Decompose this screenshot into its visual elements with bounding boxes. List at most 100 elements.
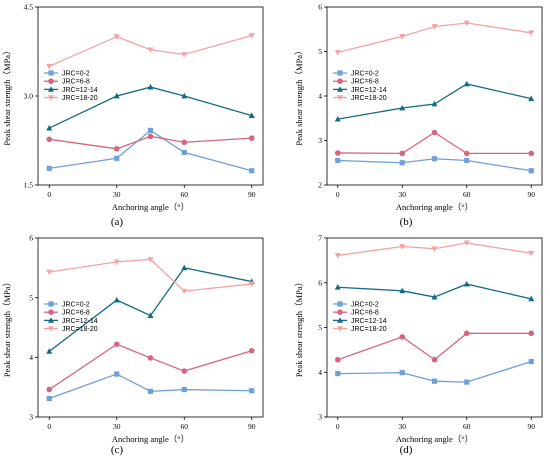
data-point <box>399 160 405 166</box>
x-tick-label: 60 <box>181 190 189 199</box>
data-point <box>113 146 120 152</box>
data-point <box>147 133 154 140</box>
x-tick-label: 90 <box>248 190 256 199</box>
data-point <box>46 395 52 402</box>
data-point <box>528 250 535 257</box>
data-point <box>181 149 187 155</box>
legend-label: JRC=12-14 <box>351 318 387 325</box>
legend-label: JRC=0-2 <box>62 302 90 309</box>
x-tick-label: 90 <box>248 422 256 431</box>
x-tick-label: 30 <box>113 422 121 431</box>
series-line <box>48 343 252 391</box>
y-tick-label: 4.5 <box>24 3 34 12</box>
data-point <box>147 312 154 318</box>
chart-panel-3: 0 30 60 90 3 4 5 6 Anchoring angle（°） Peak shear … <box>2 234 264 456</box>
data-point <box>181 92 188 99</box>
data-point <box>399 370 405 376</box>
panel-label: (d) <box>400 444 413 456</box>
x-tick-label: 30 <box>113 190 121 199</box>
x-tick-label: 30 <box>399 190 407 199</box>
legend-label: JRC=18-20 <box>351 95 387 102</box>
y-tick-label: 4 <box>318 92 322 101</box>
data-point <box>464 379 470 385</box>
data-point <box>46 136 53 143</box>
data-point <box>147 355 154 361</box>
legend-marker <box>337 70 343 76</box>
data-point <box>399 150 406 157</box>
y-axis-label: Peak shear strength（MPa） <box>2 278 12 377</box>
x-axis-label: Anchoring angle（°） <box>396 434 473 444</box>
data-point <box>181 386 187 393</box>
plot-frame <box>37 237 264 418</box>
data-point <box>463 150 470 157</box>
series-line <box>337 332 532 361</box>
data-point <box>463 330 470 337</box>
data-point <box>399 334 406 340</box>
legend-marker <box>337 309 343 316</box>
legend-label: JRC=6-8 <box>351 310 379 317</box>
x-tick-label: 60 <box>463 190 471 199</box>
y-tick-label: 2 <box>318 181 322 190</box>
legend-marker <box>48 317 54 323</box>
y-tick-label: 3 <box>318 413 322 422</box>
data-point <box>147 388 154 394</box>
data-point <box>147 257 154 263</box>
y-axis-label: Peak shear strength（MPa） <box>294 278 304 377</box>
data-point <box>147 83 154 90</box>
data-point <box>181 264 188 271</box>
data-point <box>431 378 438 384</box>
legend-label: JRC=0-2 <box>351 71 379 78</box>
data-point <box>464 157 470 164</box>
x-axis-label: Anchoring angle（°） <box>396 202 473 212</box>
y-tick-label: 3 <box>29 413 33 422</box>
data-point <box>431 24 438 30</box>
data-point <box>113 92 120 99</box>
data-point <box>334 356 341 363</box>
data-point <box>399 104 406 111</box>
y-tick-label: 6 <box>29 234 33 243</box>
data-point <box>147 127 154 134</box>
chart-panel-1: 0 30 60 90 1.5 3.0 4.5 Anchoring angle（°） Peak s… <box>2 3 264 228</box>
data-point <box>334 49 341 56</box>
y-tick-label: 1.5 <box>24 181 34 190</box>
y-tick-label: 6 <box>318 278 322 287</box>
data-point <box>46 348 53 354</box>
data-point <box>113 259 120 266</box>
y-axis-label: Peak shear strength（MPa） <box>294 46 304 145</box>
y-tick-label: 4 <box>318 368 322 377</box>
legend-marker <box>48 70 54 76</box>
data-point <box>113 34 120 40</box>
legend-marker <box>48 86 54 92</box>
data-point <box>114 371 120 377</box>
data-point <box>334 115 341 122</box>
data-point <box>181 139 188 146</box>
x-tick-label: 30 <box>399 422 407 431</box>
data-point <box>463 80 470 87</box>
data-point <box>334 284 341 290</box>
chart-panel-2: 0 30 60 90 2 3 4 5 6 Anchoring angle（°） Peak shear… <box>294 3 543 228</box>
data-point <box>248 33 255 39</box>
y-tick-label: 5 <box>29 293 33 302</box>
data-point <box>248 135 255 141</box>
y-tick-label: 4 <box>29 353 33 362</box>
legend-label: JRC=12-14 <box>62 318 98 325</box>
data-point <box>46 386 53 393</box>
legend-label: JRC=0-2 <box>351 302 379 309</box>
data-point <box>399 33 406 40</box>
data-point <box>335 370 341 377</box>
data-point <box>431 129 438 136</box>
legend-label: JRC=0-2 <box>62 71 90 78</box>
legend-label: JRC=12-14 <box>62 87 98 94</box>
y-tick-label: 3.0 <box>24 92 34 101</box>
data-point <box>335 157 341 164</box>
x-axis-label: Anchoring angle（°） <box>112 202 189 212</box>
x-tick-label: 0 <box>336 422 340 431</box>
legend-marker <box>48 78 54 84</box>
data-point <box>528 30 535 37</box>
y-tick-label: 3 <box>318 136 322 145</box>
y-tick-label: 5 <box>318 323 322 332</box>
data-point <box>334 150 341 156</box>
data-point <box>528 150 535 157</box>
panel-label: (a) <box>111 216 124 228</box>
legend-marker <box>337 317 343 323</box>
